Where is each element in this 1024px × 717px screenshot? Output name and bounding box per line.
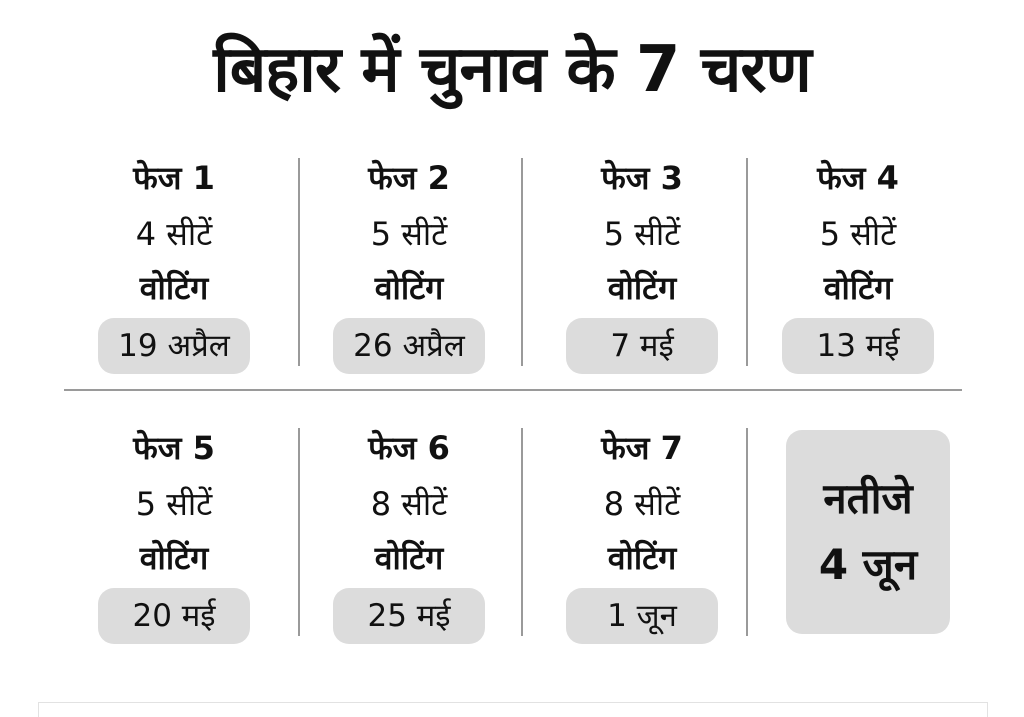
- voting-label: वोटिंग: [607, 269, 677, 307]
- row-divider: [64, 389, 962, 391]
- phase-card-3: फेज 3 5 सीटें वोटिंग 7 मई: [542, 150, 742, 374]
- phase-label: फेज 2: [368, 159, 450, 197]
- voting-label: वोटिंग: [607, 539, 677, 577]
- phase-card-4: फेज 4 5 सीटें वोटिंग 13 मई: [758, 150, 958, 374]
- seat-count: 5 सीटें: [603, 215, 681, 253]
- voting-label: वोटिंग: [374, 269, 444, 307]
- seat-count: 4 सीटें: [135, 215, 213, 253]
- voting-label: वोटिंग: [374, 539, 444, 577]
- seat-count: 5 सीटें: [135, 485, 213, 523]
- phase-card-2: फेज 2 5 सीटें वोटिंग 26 अप्रैल: [309, 150, 509, 374]
- voting-label: वोटिंग: [139, 539, 209, 577]
- phase-label: फेज 4: [817, 159, 899, 197]
- phase-label: फेज 5: [133, 429, 215, 467]
- phase-label: फेज 7: [601, 429, 683, 467]
- column-divider: [298, 428, 300, 636]
- column-divider: [746, 428, 748, 636]
- phase-label: फेज 1: [133, 159, 215, 197]
- results-date: 4 जून: [818, 540, 918, 589]
- seat-count: 8 सीटें: [603, 485, 681, 523]
- phase-card-7: फेज 7 8 सीटें वोटिंग 1 जून: [542, 420, 742, 644]
- seat-count: 5 सीटें: [819, 215, 897, 253]
- results-label: नतीजे: [823, 474, 913, 523]
- seat-count: 5 सीटें: [370, 215, 448, 253]
- bottom-frame-edge: [38, 702, 988, 717]
- voting-date-badge: 13 मई: [782, 318, 934, 374]
- phase-card-5: फेज 5 5 सीटें वोटिंग 20 मई: [74, 420, 274, 644]
- column-divider: [298, 158, 300, 366]
- voting-label: वोटिंग: [823, 269, 893, 307]
- column-divider: [521, 158, 523, 366]
- voting-date-badge: 1 जून: [566, 588, 718, 644]
- column-divider: [521, 428, 523, 636]
- page-title: बिहार में चुनाव के 7 चरण: [213, 33, 812, 107]
- voting-date-badge: 19 अप्रैल: [98, 318, 250, 374]
- voting-date-badge: 26 अप्रैल: [333, 318, 485, 374]
- seat-count: 8 सीटें: [370, 485, 448, 523]
- phase-row-1: फेज 1 4 सीटें वोटिंग 19 अप्रैल फेज 2 5 स…: [0, 150, 1024, 374]
- column-divider: [746, 158, 748, 366]
- results-box: नतीजे 4 जून: [786, 430, 950, 634]
- voting-date-badge: 7 मई: [566, 318, 718, 374]
- phase-label: फेज 3: [601, 159, 683, 197]
- voting-label: वोटिंग: [139, 269, 209, 307]
- phase-card-6: फेज 6 8 सीटें वोटिंग 25 मई: [309, 420, 509, 644]
- phase-label: फेज 6: [368, 429, 450, 467]
- voting-date-badge: 25 मई: [333, 588, 485, 644]
- phase-card-1: फेज 1 4 सीटें वोटिंग 19 अप्रैल: [74, 150, 274, 374]
- phase-row-2: फेज 5 5 सीटें वोटिंग 20 मई फेज 6 8 सीटें…: [0, 420, 1024, 644]
- voting-date-badge: 20 मई: [98, 588, 250, 644]
